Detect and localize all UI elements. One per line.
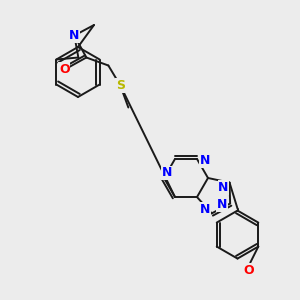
Text: N: N <box>218 181 229 194</box>
Text: N: N <box>217 198 227 211</box>
Text: N: N <box>162 167 172 179</box>
Text: S: S <box>116 79 125 92</box>
Text: O: O <box>243 264 254 277</box>
Text: N: N <box>200 154 210 167</box>
Text: N: N <box>200 203 210 216</box>
Text: N: N <box>69 29 80 42</box>
Text: O: O <box>59 63 70 76</box>
